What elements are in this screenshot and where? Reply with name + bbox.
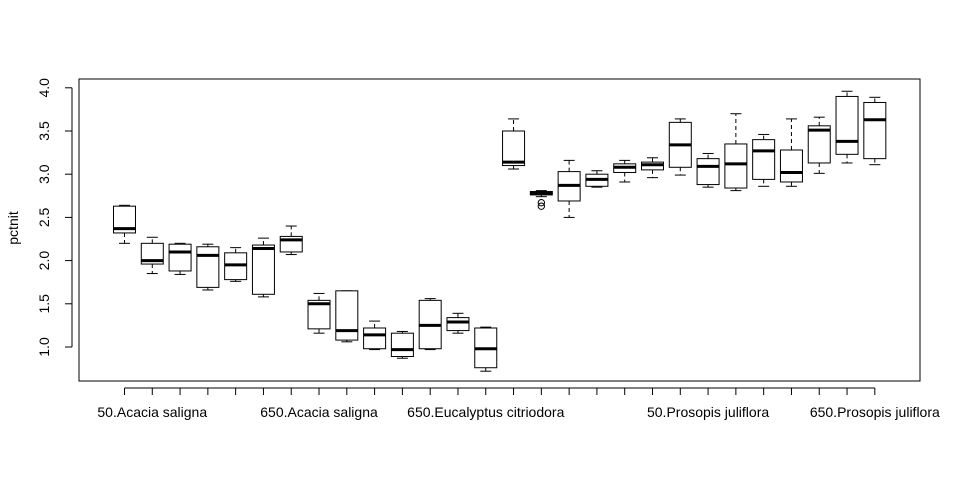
- box-6: [251, 237, 275, 298]
- box-12: [418, 298, 442, 351]
- box-iqr: [807, 125, 831, 164]
- box-4: [196, 243, 220, 291]
- y-tick-label: 2.5: [36, 207, 52, 227]
- box-15: [502, 118, 526, 170]
- box-iqr: [112, 205, 136, 234]
- box-11: [390, 330, 414, 359]
- box-25: [779, 118, 803, 187]
- x-tick-label: 50.Prosopis juliflora: [647, 404, 769, 420]
- box-22: [696, 152, 720, 188]
- outlier-point: [537, 202, 546, 210]
- box-iqr: [335, 290, 359, 341]
- x-tick-label: 50.Acacia saligna: [97, 404, 207, 420]
- box-iqr: [863, 101, 887, 160]
- x-tick-label: 650.Prosopis juliflora: [810, 404, 940, 420]
- box-24: [752, 133, 776, 187]
- x-axis: 50.Acacia saligna 650.Acacia saligna 650.E…: [97, 387, 940, 420]
- box-23: [724, 113, 748, 192]
- box-iqr: [168, 243, 192, 272]
- y-tick-label: 2.0: [36, 251, 52, 271]
- box-1: [112, 204, 136, 244]
- box-iqr: [446, 317, 470, 332]
- box-iqr: [752, 139, 776, 180]
- boxes-group: [112, 90, 887, 372]
- box-28: [863, 96, 887, 166]
- box-14: [474, 326, 498, 372]
- box-iqr: [696, 158, 720, 186]
- box-iqr: [196, 246, 220, 288]
- box-iqr: [724, 143, 748, 189]
- box-iqr: [363, 327, 387, 350]
- y-tick-label: 1.0: [36, 337, 52, 357]
- outlier-point: [537, 199, 546, 207]
- y-tick-label: 3.5: [36, 121, 52, 141]
- x-tick-label: 650.Acacia saligna: [260, 404, 378, 420]
- y-axis: 1.0 1.5 2.0 2.5 3.0 3.5 4.0: [36, 78, 73, 357]
- box-2: [140, 236, 164, 275]
- box-10: [363, 320, 387, 351]
- y-tick-label: 3.0: [36, 164, 52, 184]
- box-3: [168, 242, 192, 275]
- box-26: [807, 116, 831, 174]
- box-27: [835, 90, 859, 164]
- y-tick-label: 1.5: [36, 294, 52, 314]
- box-7: [279, 225, 303, 256]
- box-iqr: [835, 95, 859, 155]
- box-13: [446, 312, 470, 334]
- box-iqr: [502, 130, 526, 167]
- x-tick-label: 650.Eucalyptus citriodora: [407, 404, 564, 420]
- plot-frame: [78, 78, 921, 382]
- box-18: [585, 170, 609, 188]
- box-17: [557, 159, 581, 218]
- box-19: [613, 159, 637, 183]
- box-iqr: [140, 242, 164, 265]
- y-axis-label: pctnit: [5, 211, 21, 245]
- box-iqr: [251, 244, 275, 295]
- box-21: [668, 118, 692, 176]
- box-8: [307, 292, 331, 334]
- box-iqr: [390, 332, 414, 358]
- box-20: [641, 157, 664, 179]
- y-tick-label: 4.0: [36, 78, 52, 98]
- box-5: [224, 247, 248, 282]
- box-iqr: [307, 299, 331, 330]
- box-9: [335, 290, 359, 343]
- box-16: [529, 190, 553, 210]
- box-iqr: [779, 149, 803, 183]
